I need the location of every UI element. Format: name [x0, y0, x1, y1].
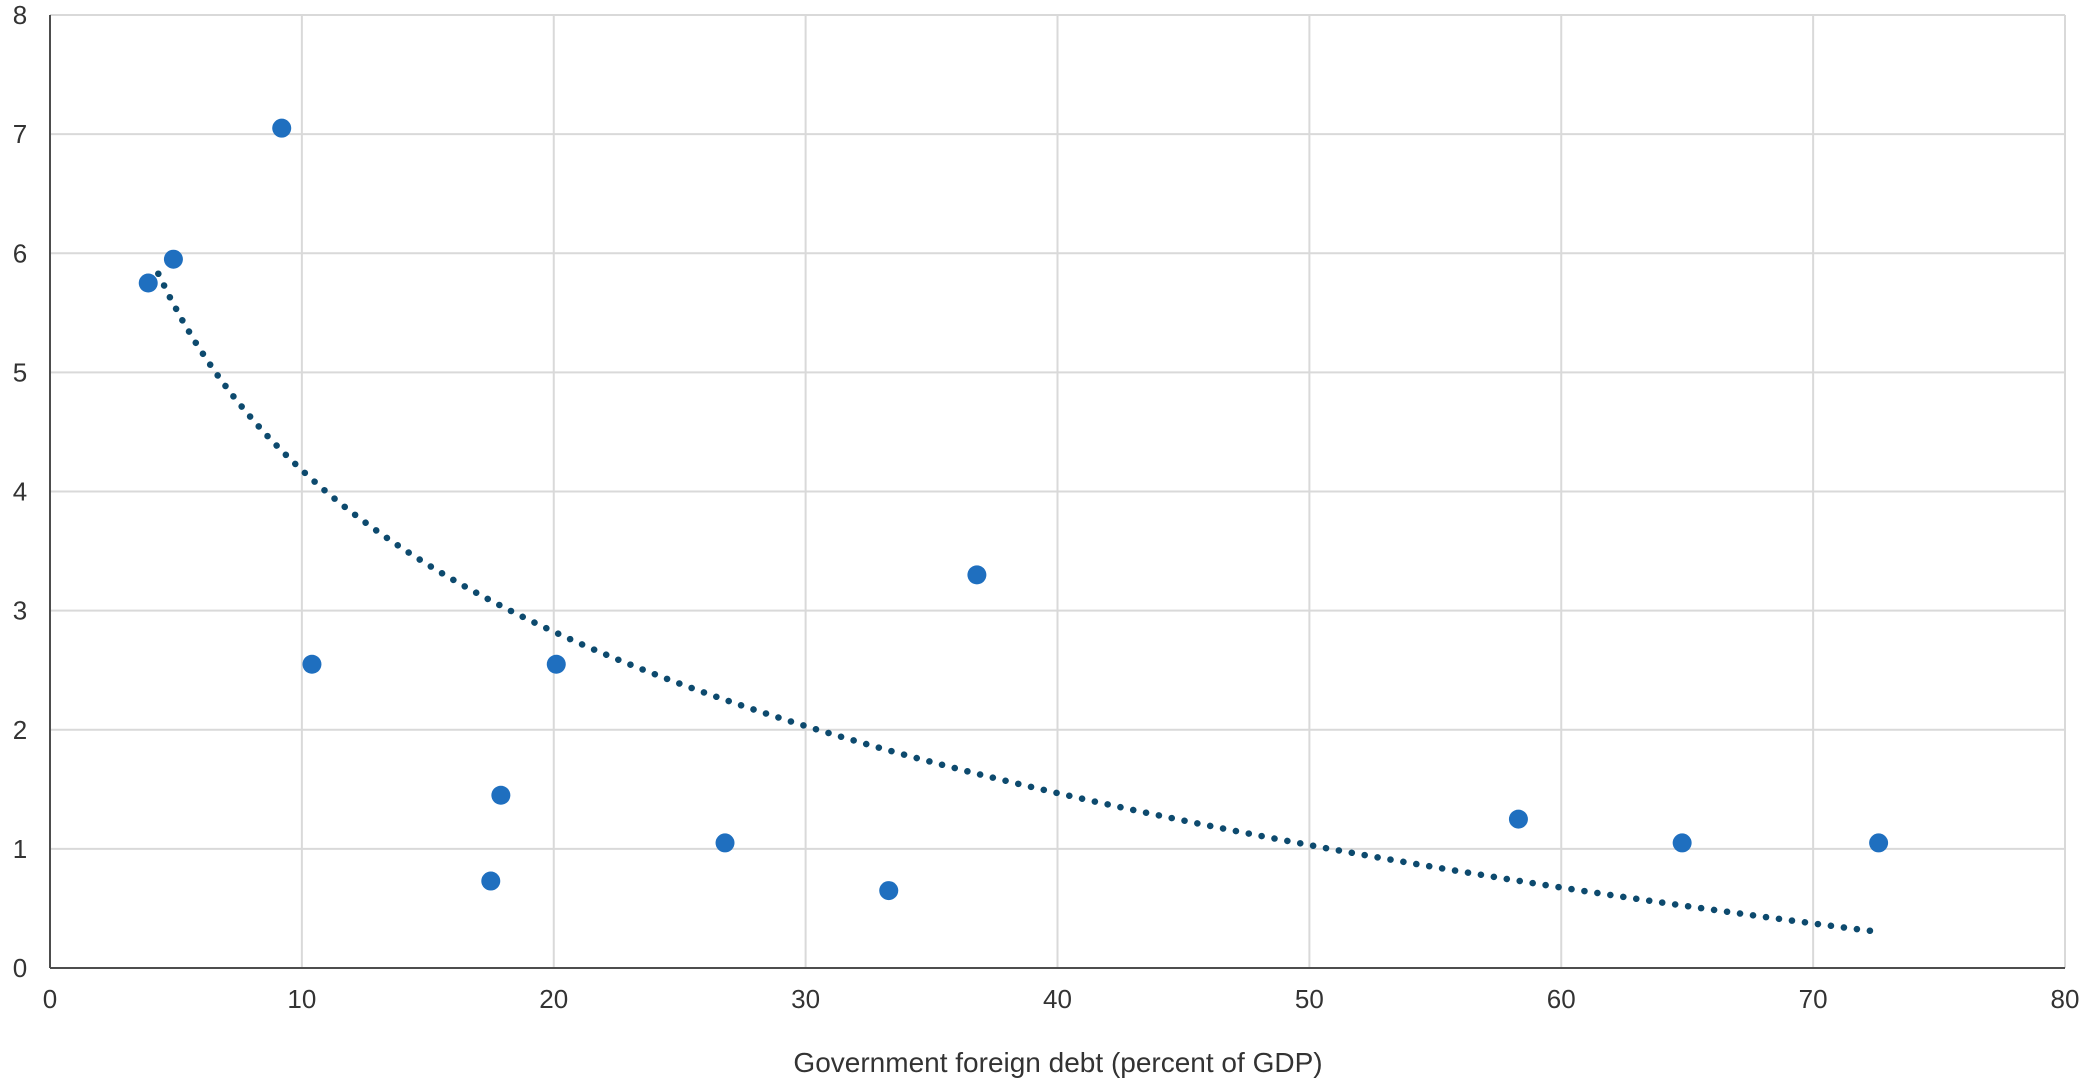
data-point: [491, 786, 510, 805]
y-tick-label: 6: [13, 238, 27, 268]
x-tick-label: 0: [43, 984, 57, 1014]
y-tick-label: 8: [13, 0, 27, 30]
y-tick-label: 4: [13, 477, 27, 507]
y-tick-label: 5: [13, 357, 27, 387]
data-point: [716, 833, 735, 852]
points-layer: [139, 119, 1888, 900]
x-tick-label: 20: [539, 984, 568, 1014]
x-tick-label: 70: [1799, 984, 1828, 1014]
y-tick-label: 7: [13, 119, 27, 149]
y-tick-label: 2: [13, 715, 27, 745]
data-point: [164, 250, 183, 269]
data-point: [481, 872, 500, 891]
data-point: [1869, 833, 1888, 852]
grid-layer: [50, 15, 2065, 968]
x-tick-label: 80: [2051, 984, 2080, 1014]
labels-layer: Government foreign debt (percent of GDP)…: [13, 0, 2080, 1078]
x-tick-label: 60: [1547, 984, 1576, 1014]
data-point: [1509, 810, 1528, 829]
y-tick-label: 3: [13, 596, 27, 626]
data-point: [302, 655, 321, 674]
x-tick-label: 30: [791, 984, 820, 1014]
x-tick-label: 40: [1043, 984, 1072, 1014]
data-point: [967, 565, 986, 584]
x-tick-label: 10: [287, 984, 316, 1014]
data-point: [139, 274, 158, 293]
y-tick-label: 0: [13, 953, 27, 983]
x-tick-label: 50: [1295, 984, 1324, 1014]
y-tick-label: 1: [13, 834, 27, 864]
data-point: [547, 655, 566, 674]
x-axis-title: Government foreign debt (percent of GDP): [793, 1047, 1322, 1078]
data-point: [272, 119, 291, 138]
data-point: [1673, 833, 1692, 852]
data-point: [879, 881, 898, 900]
